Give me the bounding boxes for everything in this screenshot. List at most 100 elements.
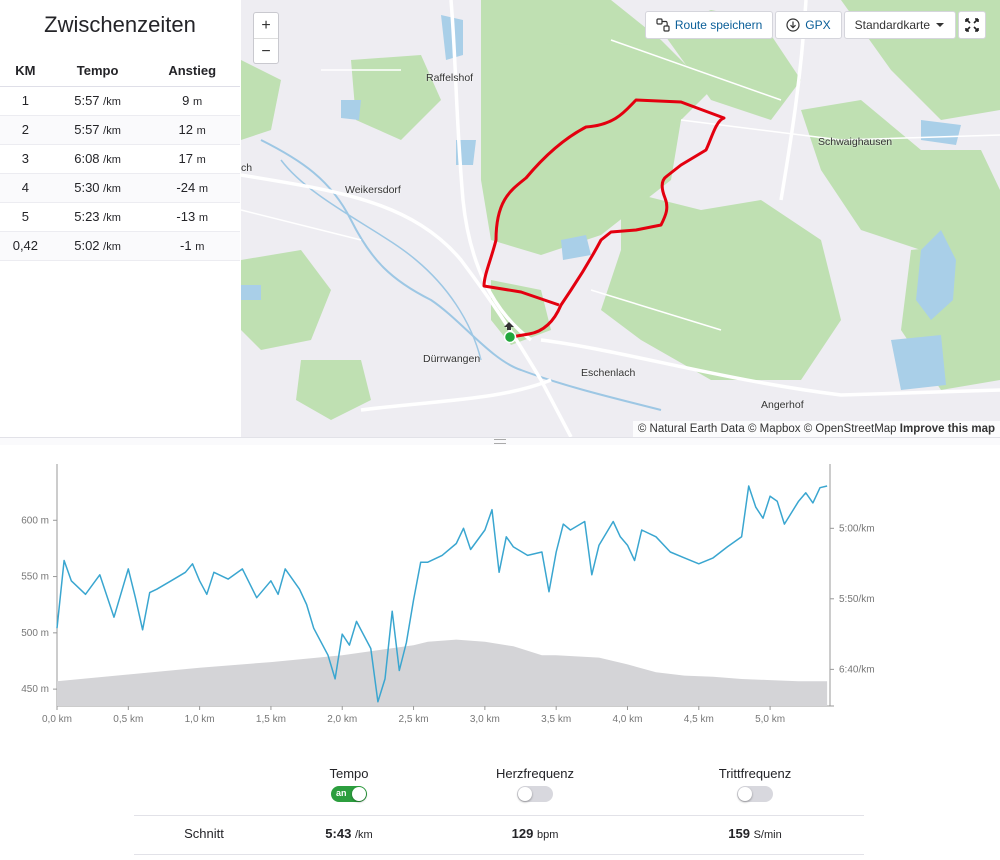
split-row: 3 6:08 /km 17 m <box>0 144 240 174</box>
zoom-in-button[interactable]: + <box>261 17 271 34</box>
place-label: Dürrwangen <box>423 353 481 365</box>
split-elevation-unit: m <box>198 212 208 224</box>
toggle-state-text: an <box>336 787 347 798</box>
split-elevation-unit: m <box>193 96 203 108</box>
split-elevation-unit: m <box>195 241 205 253</box>
x-tick-label: 3,0 km <box>470 714 500 725</box>
split-pace-unit: /km <box>103 96 121 108</box>
split-pace-unit: /km <box>103 241 121 253</box>
split-pace-value: 5:23 <box>74 209 100 224</box>
toggle-knob <box>352 786 366 801</box>
split-km: 1 <box>0 86 51 116</box>
x-tick-label: 3,5 km <box>541 714 571 725</box>
x-tick-label: 4,5 km <box>684 714 714 725</box>
split-pace: 5:57 /km <box>50 115 145 145</box>
split-pace-value: 5:30 <box>74 180 100 195</box>
split-km: 5 <box>0 202 51 232</box>
split-elevation-unit: m <box>198 183 208 195</box>
split-elevation-value: -24 <box>176 180 196 195</box>
split-pace: 5:02 /km <box>50 231 145 261</box>
elevation-pace-chart[interactable]: 600 m 550 m 500 m 450 m 5:00/km 5:50/km 6:40/k… <box>0 446 1000 736</box>
toggle-knob <box>738 786 752 801</box>
split-pace-value: 5:57 <box>74 93 100 108</box>
split-pace-unit: /km <box>103 125 121 137</box>
elevation-area <box>57 639 828 706</box>
map-toolbar: Route speichern GPX Standardkarte <box>643 11 956 39</box>
average-pace: 5:43 /km <box>279 826 419 841</box>
split-pace-unit: /km <box>103 154 121 166</box>
route-line[interactable] <box>482 98 726 339</box>
improve-map-link[interactable]: Improve this map <box>899 423 995 435</box>
download-icon <box>786 18 800 32</box>
legend-item-pace[interactable]: Tempo an <box>279 766 419 803</box>
split-row: 4 5:30 /km -24 m <box>0 173 240 203</box>
split-row: 0,42 5:02 /km -1 m <box>0 231 240 261</box>
split-km: 4 <box>0 173 51 203</box>
x-tick-label: 2,5 km <box>399 714 429 725</box>
average-heart-rate-unit: bpm <box>536 829 559 841</box>
split-elevation-value: 17 <box>178 151 194 166</box>
split-elevation-value: 9 <box>182 93 190 108</box>
split-km: 0,42 <box>0 231 51 261</box>
averages-label: Schnitt <box>184 826 224 841</box>
save-route-button[interactable]: Route speichern <box>644 11 774 39</box>
legend-item-cadence[interactable]: Trittfrequenz <box>685 766 825 803</box>
split-km: 3 <box>0 144 51 174</box>
panel-resize-divider[interactable] <box>0 437 1000 445</box>
average-cadence-value: 159 <box>728 826 750 841</box>
river <box>280 159 482 361</box>
resize-handle-icon[interactable] <box>494 439 506 444</box>
split-elevation: 9 m <box>144 86 240 116</box>
legend-label: Herzfrequenz <box>495 766 575 781</box>
split-pace-value: 6:08 <box>74 151 100 166</box>
river <box>260 139 662 411</box>
route-map[interactable]: Raffelshof Weikersdorf Schwaighausen Dür… <box>241 0 1000 437</box>
pace-toggle[interactable]: an <box>331 785 367 802</box>
save-route-label: Route speichern <box>674 18 763 32</box>
place-label: Eschenlach <box>581 367 636 379</box>
heart-rate-toggle[interactable] <box>517 785 553 802</box>
x-tick-label: 0,5 km <box>113 714 143 725</box>
left-tick-label: 600 m <box>21 515 49 526</box>
split-elevation-value: -13 <box>176 209 196 224</box>
pace-line <box>56 485 828 703</box>
split-pace: 5:23 /km <box>50 202 145 232</box>
splits-table: KM Tempo Anstieg 1 5:57 /km 9 m 2 5:57 /km 12… <box>0 56 240 261</box>
fullscreen-button[interactable] <box>958 11 986 39</box>
legend-label: Tempo <box>329 766 369 781</box>
split-row: 5 5:23 /km -13 m <box>0 202 240 232</box>
route-icon <box>656 18 670 32</box>
split-elevation: -24 m <box>144 173 240 203</box>
legend-item-heart-rate[interactable]: Herzfrequenz <box>465 766 605 803</box>
route-start-marker[interactable] <box>503 330 517 344</box>
split-elevation: -1 m <box>144 231 240 261</box>
place-label: ch <box>241 162 253 174</box>
gpx-button[interactable]: GPX <box>775 11 842 39</box>
left-tick-label: 500 m <box>21 628 49 639</box>
map-style-dropdown[interactable]: Standardkarte <box>843 11 956 39</box>
split-row: 2 5:57 /km 12 m <box>0 115 240 145</box>
splits-title: Zwischenzeiten <box>44 12 196 37</box>
split-elevation-unit: m <box>196 125 206 137</box>
average-cadence-unit: S/min <box>753 829 782 841</box>
cadence-toggle[interactable] <box>737 785 773 802</box>
average-heart-rate-value: 129 <box>511 826 534 841</box>
left-tick-label: 450 m <box>21 684 49 695</box>
map-style-label: Standardkarte <box>854 18 930 32</box>
minor-roads <box>241 39 1000 331</box>
header-pace: Tempo <box>50 56 145 87</box>
x-tick-label: 5,0 km <box>755 714 785 725</box>
split-elevation: -13 m <box>144 202 240 232</box>
route-finish-flag-icon <box>504 322 514 330</box>
split-pace: 5:57 /km <box>50 86 145 116</box>
split-elevation: 12 m <box>144 115 240 145</box>
map-attribution: © Natural Earth Data © Mapbox © OpenStre… <box>632 421 1000 437</box>
zoom-out-button[interactable]: − <box>254 38 278 63</box>
split-pace-value: 5:02 <box>74 238 100 253</box>
split-pace-unit: /km <box>103 183 121 195</box>
split-pace-value: 5:57 <box>74 122 100 137</box>
split-pace-unit: /km <box>103 212 121 224</box>
right-tick-label: 5:50/km <box>839 594 875 605</box>
x-tick-label: 1,0 km <box>185 714 215 725</box>
left-tick-label: 550 m <box>21 572 49 583</box>
